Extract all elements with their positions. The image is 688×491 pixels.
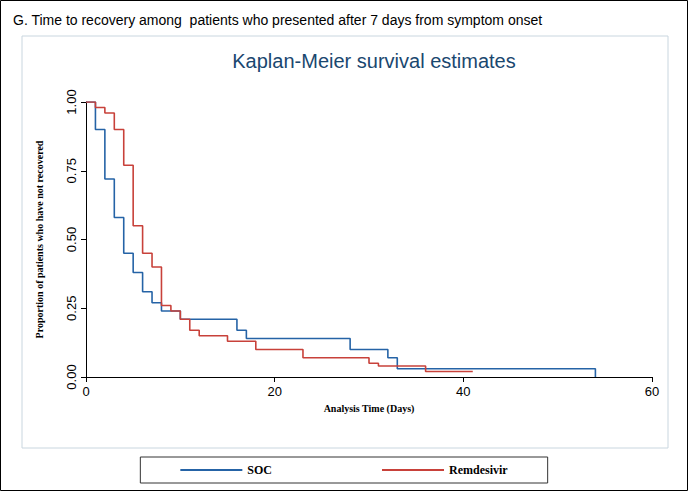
svg-text:0.25: 0.25 (64, 296, 79, 321)
svg-text:Proportion of patients who hav: Proportion of patients who have not reco… (34, 140, 45, 338)
svg-text:SOC: SOC (247, 463, 272, 477)
svg-text:60: 60 (645, 384, 659, 399)
svg-text:40: 40 (456, 384, 470, 399)
svg-text:0: 0 (82, 384, 89, 399)
svg-text:Analysis Time (Days): Analysis Time (Days) (324, 403, 415, 415)
svg-text:0.75: 0.75 (64, 158, 79, 183)
svg-text:20: 20 (267, 384, 281, 399)
svg-text:0.00: 0.00 (64, 364, 79, 389)
svg-text:Kaplan-Meier survival estimate: Kaplan-Meier survival estimates (232, 50, 515, 72)
svg-text:G. Time to recovery among pat: G. Time to recovery among patients who p… (13, 12, 542, 28)
svg-text:Remdesivir: Remdesivir (449, 463, 508, 477)
svg-text:0.50: 0.50 (64, 227, 79, 252)
svg-text:1.00: 1.00 (64, 89, 79, 114)
